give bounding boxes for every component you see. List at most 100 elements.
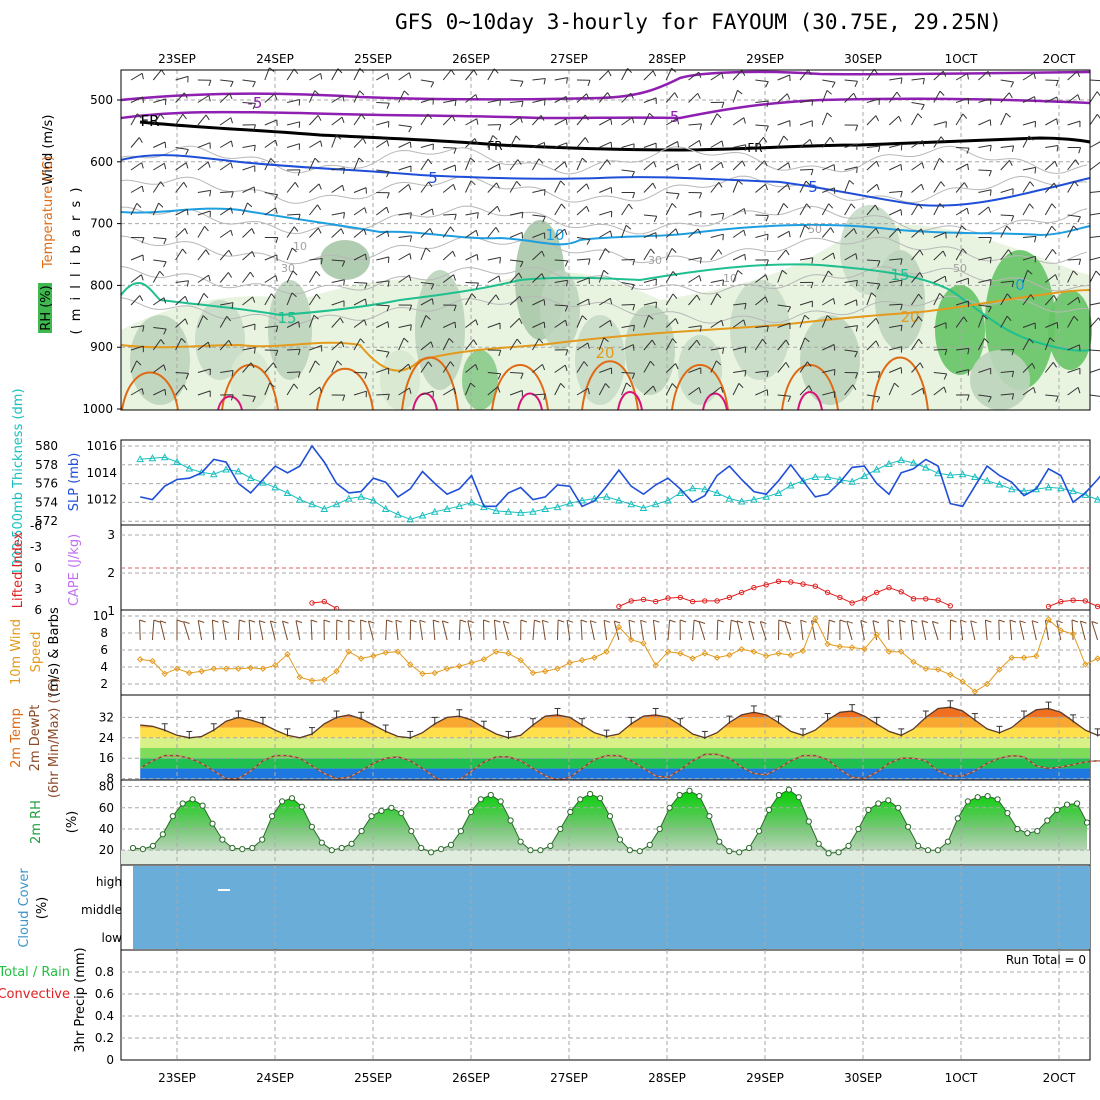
wind-barb-flag	[362, 137, 367, 144]
wind-barb-flag	[632, 304, 636, 311]
wind-barb-flag	[966, 394, 970, 401]
wind-barb	[331, 360, 343, 373]
rh-point	[984, 793, 991, 800]
rh-shade	[970, 350, 1030, 410]
wind-barb-staff	[665, 338, 673, 351]
wind-barb	[532, 250, 545, 261]
wind-barb-staff	[554, 228, 566, 238]
wind-speed-point	[456, 662, 463, 670]
wind-barb-staff	[331, 360, 338, 373]
wind-barb-staff	[532, 189, 546, 193]
wind-barb-staff	[866, 227, 877, 238]
y-tick-label: 600	[90, 155, 113, 169]
surface-wind-barb	[197, 620, 205, 641]
wind-barb-flag	[136, 113, 142, 119]
wind-barb-flag	[855, 325, 858, 332]
wind-barb	[755, 259, 769, 266]
wind-barb-staff	[353, 137, 364, 148]
wind-barb-staff	[599, 141, 612, 148]
wind-barb-staff	[398, 363, 409, 373]
surface-wind-barb-staff	[441, 620, 448, 641]
wind-barb-staff	[1022, 203, 1031, 216]
wind-barb	[264, 93, 278, 103]
wind-barb-staff	[821, 227, 832, 238]
wind-barb-flag	[967, 369, 970, 376]
lifted-index-point	[714, 598, 720, 604]
wind-barb	[755, 136, 768, 148]
wind-barb	[643, 315, 654, 328]
wind-barb	[487, 372, 502, 380]
wind-barb	[510, 79, 524, 87]
wind-barb-staff	[710, 113, 718, 126]
wind-barb	[732, 117, 746, 126]
surface-wind-barb	[949, 619, 957, 641]
wind-barb	[242, 144, 256, 152]
surface-wind-barb-staff	[1009, 620, 1013, 641]
wind-barb-flag	[544, 99, 546, 106]
rh-point	[835, 849, 842, 856]
wind-barb-staff	[665, 228, 677, 238]
wind-barb-flag	[744, 144, 747, 151]
wind-barb	[197, 341, 211, 351]
wind-barb-staff	[487, 256, 501, 261]
wind-barb-staff	[509, 181, 518, 193]
lifted-index-point	[898, 589, 904, 595]
wind-barb	[621, 224, 632, 238]
thickness-point	[1093, 495, 1100, 503]
thickness-point	[848, 477, 856, 485]
wind-barb	[420, 227, 434, 238]
wind-barb	[866, 317, 880, 328]
wind-barb-staff	[1044, 294, 1055, 306]
wind-barb-flag	[227, 272, 233, 278]
wind-barb-flag	[163, 328, 167, 335]
wind-barb-flag	[648, 315, 654, 320]
wind-barb-staff	[331, 116, 343, 126]
wind-barb	[1067, 344, 1081, 351]
wind-barb-flag	[141, 388, 144, 395]
wind-barb-flag	[410, 324, 412, 331]
wind-barb-staff	[219, 207, 232, 216]
wind-barb	[509, 231, 523, 239]
wind-barb-flag	[738, 383, 744, 389]
wind-speed-point	[898, 648, 905, 655]
wind-barb-staff	[331, 95, 344, 103]
wind-barb-staff	[219, 316, 228, 328]
thickness-point	[897, 456, 906, 464]
wind-barb-staff	[420, 361, 429, 373]
rh-point	[328, 847, 335, 854]
wind-barb-staff	[576, 93, 587, 103]
surface-wind-barb-flag	[899, 619, 906, 623]
wind-speed-point	[713, 654, 721, 661]
wind-barb	[688, 294, 701, 306]
wind-barb-staff	[643, 142, 657, 148]
wind-barb-staff	[197, 293, 205, 306]
wind-barb-staff	[197, 95, 210, 103]
wind-barb	[487, 99, 501, 106]
wind-speed-point	[1069, 630, 1077, 638]
isotherm-25	[121, 371, 179, 411]
wind-barb	[799, 314, 810, 328]
wind-barb-staff	[353, 114, 362, 126]
wind-speed-point	[542, 668, 549, 675]
wind-barb-flag	[341, 341, 345, 348]
wind-barb-staff	[242, 228, 253, 238]
wind-barb-staff	[554, 319, 566, 328]
wind-barb-flag	[208, 275, 211, 282]
wind-barb	[956, 347, 970, 355]
wind-barb	[844, 279, 858, 287]
wind-barb-staff	[554, 77, 568, 81]
wind-barb-flag	[855, 280, 858, 287]
surface-wind-barb-flag	[736, 620, 744, 624]
thickness-point	[664, 496, 672, 504]
wind-barb-flag	[833, 391, 836, 398]
wind-speed-point	[321, 676, 328, 683]
surface-wind-barb-staff	[667, 620, 671, 641]
wind-barb-flag	[1028, 135, 1034, 141]
slp-line	[140, 444, 1100, 508]
wind-barb-flag	[898, 116, 902, 122]
wind-barb-flag	[721, 102, 725, 109]
wind-barb-flag	[499, 99, 501, 106]
wind-barb-flag	[203, 293, 209, 299]
wind-barb-staff	[219, 162, 232, 171]
contour-label-fr: FR	[487, 139, 502, 153]
